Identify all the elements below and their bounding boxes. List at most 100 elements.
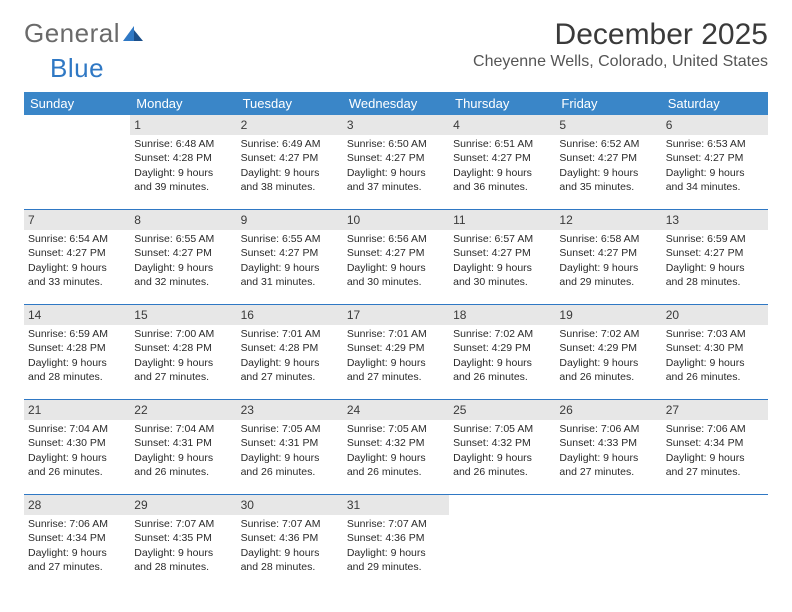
day-details: Sunrise: 6:50 AMSunset: 4:27 PMDaylight:…: [347, 137, 445, 194]
day-details: Sunrise: 7:00 AMSunset: 4:28 PMDaylight:…: [134, 327, 232, 384]
day-details: Sunrise: 6:56 AMSunset: 4:27 PMDaylight:…: [347, 232, 445, 289]
calendar-day-cell: 5Sunrise: 6:52 AMSunset: 4:27 PMDaylight…: [555, 115, 661, 210]
day-number: 18: [449, 305, 555, 325]
day-details: Sunrise: 6:55 AMSunset: 4:27 PMDaylight:…: [134, 232, 232, 289]
calendar-day-cell: 7Sunrise: 6:54 AMSunset: 4:27 PMDaylight…: [24, 210, 130, 305]
weekday-header: Tuesday: [237, 92, 343, 115]
day-number: 6: [662, 115, 768, 135]
day-details: Sunrise: 6:53 AMSunset: 4:27 PMDaylight:…: [666, 137, 764, 194]
logo: General: [24, 18, 146, 49]
day-details: Sunrise: 6:51 AMSunset: 4:27 PMDaylight:…: [453, 137, 551, 194]
day-number: 1: [130, 115, 236, 135]
calendar-day-cell: 11Sunrise: 6:57 AMSunset: 4:27 PMDayligh…: [449, 210, 555, 305]
day-number: 19: [555, 305, 661, 325]
calendar-week-row: 1Sunrise: 6:48 AMSunset: 4:28 PMDaylight…: [24, 115, 768, 210]
calendar-day-cell: 22Sunrise: 7:04 AMSunset: 4:31 PMDayligh…: [130, 400, 236, 495]
day-details: Sunrise: 7:05 AMSunset: 4:32 PMDaylight:…: [453, 422, 551, 479]
day-number: 21: [24, 400, 130, 420]
day-number: 27: [662, 400, 768, 420]
day-number: 13: [662, 210, 768, 230]
day-number: 26: [555, 400, 661, 420]
day-details: Sunrise: 7:06 AMSunset: 4:34 PMDaylight:…: [666, 422, 764, 479]
calendar-day-cell: 1Sunrise: 6:48 AMSunset: 4:28 PMDaylight…: [130, 115, 236, 210]
title-block: December 2025 Cheyenne Wells, Colorado, …: [473, 18, 768, 71]
day-number: 15: [130, 305, 236, 325]
calendar-day-cell: [449, 495, 555, 590]
logo-word-2: Blue: [50, 53, 104, 84]
day-number: 8: [130, 210, 236, 230]
day-number: 3: [343, 115, 449, 135]
day-number: 30: [237, 495, 343, 515]
day-details: Sunrise: 7:02 AMSunset: 4:29 PMDaylight:…: [559, 327, 657, 384]
calendar-week-row: 28Sunrise: 7:06 AMSunset: 4:34 PMDayligh…: [24, 495, 768, 590]
day-details: Sunrise: 7:05 AMSunset: 4:32 PMDaylight:…: [347, 422, 445, 479]
day-number: 17: [343, 305, 449, 325]
day-details: Sunrise: 6:55 AMSunset: 4:27 PMDaylight:…: [241, 232, 339, 289]
calendar-day-cell: 25Sunrise: 7:05 AMSunset: 4:32 PMDayligh…: [449, 400, 555, 495]
calendar-day-cell: [662, 495, 768, 590]
weekday-header: Saturday: [662, 92, 768, 115]
day-number: 10: [343, 210, 449, 230]
calendar-day-cell: 3Sunrise: 6:50 AMSunset: 4:27 PMDaylight…: [343, 115, 449, 210]
calendar-day-cell: 23Sunrise: 7:05 AMSunset: 4:31 PMDayligh…: [237, 400, 343, 495]
logo-mark-icon: [122, 24, 144, 44]
calendar-day-cell: 8Sunrise: 6:55 AMSunset: 4:27 PMDaylight…: [130, 210, 236, 305]
day-details: Sunrise: 6:52 AMSunset: 4:27 PMDaylight:…: [559, 137, 657, 194]
day-details: Sunrise: 7:06 AMSunset: 4:33 PMDaylight:…: [559, 422, 657, 479]
day-number: 12: [555, 210, 661, 230]
calendar-day-cell: 4Sunrise: 6:51 AMSunset: 4:27 PMDaylight…: [449, 115, 555, 210]
weekday-header: Sunday: [24, 92, 130, 115]
day-number: 7: [24, 210, 130, 230]
day-details: Sunrise: 7:01 AMSunset: 4:28 PMDaylight:…: [241, 327, 339, 384]
day-details: Sunrise: 6:57 AMSunset: 4:27 PMDaylight:…: [453, 232, 551, 289]
day-details: Sunrise: 7:07 AMSunset: 4:36 PMDaylight:…: [241, 517, 339, 574]
day-details: Sunrise: 7:07 AMSunset: 4:35 PMDaylight:…: [134, 517, 232, 574]
day-number: 5: [555, 115, 661, 135]
calendar-day-cell: 18Sunrise: 7:02 AMSunset: 4:29 PMDayligh…: [449, 305, 555, 400]
logo-word-1: General: [24, 18, 120, 49]
weekday-header: Monday: [130, 92, 236, 115]
day-details: Sunrise: 7:06 AMSunset: 4:34 PMDaylight:…: [28, 517, 126, 574]
calendar-day-cell: 17Sunrise: 7:01 AMSunset: 4:29 PMDayligh…: [343, 305, 449, 400]
weekday-header: Thursday: [449, 92, 555, 115]
calendar-day-cell: 6Sunrise: 6:53 AMSunset: 4:27 PMDaylight…: [662, 115, 768, 210]
calendar-day-cell: 26Sunrise: 7:06 AMSunset: 4:33 PMDayligh…: [555, 400, 661, 495]
calendar-day-cell: 14Sunrise: 6:59 AMSunset: 4:28 PMDayligh…: [24, 305, 130, 400]
day-details: Sunrise: 6:59 AMSunset: 4:27 PMDaylight:…: [666, 232, 764, 289]
calendar-day-cell: 2Sunrise: 6:49 AMSunset: 4:27 PMDaylight…: [237, 115, 343, 210]
day-number: 31: [343, 495, 449, 515]
day-number: 9: [237, 210, 343, 230]
day-details: Sunrise: 7:02 AMSunset: 4:29 PMDaylight:…: [453, 327, 551, 384]
day-details: Sunrise: 6:54 AMSunset: 4:27 PMDaylight:…: [28, 232, 126, 289]
day-number: 23: [237, 400, 343, 420]
calendar-day-cell: 29Sunrise: 7:07 AMSunset: 4:35 PMDayligh…: [130, 495, 236, 590]
calendar-day-cell: 20Sunrise: 7:03 AMSunset: 4:30 PMDayligh…: [662, 305, 768, 400]
calendar-day-cell: 19Sunrise: 7:02 AMSunset: 4:29 PMDayligh…: [555, 305, 661, 400]
day-number: 24: [343, 400, 449, 420]
day-number: 22: [130, 400, 236, 420]
calendar-week-row: 14Sunrise: 6:59 AMSunset: 4:28 PMDayligh…: [24, 305, 768, 400]
calendar-day-cell: 30Sunrise: 7:07 AMSunset: 4:36 PMDayligh…: [237, 495, 343, 590]
calendar-week-row: 7Sunrise: 6:54 AMSunset: 4:27 PMDaylight…: [24, 210, 768, 305]
location-subtitle: Cheyenne Wells, Colorado, United States: [473, 53, 768, 71]
day-details: Sunrise: 7:01 AMSunset: 4:29 PMDaylight:…: [347, 327, 445, 384]
day-number: 29: [130, 495, 236, 515]
calendar-day-cell: 24Sunrise: 7:05 AMSunset: 4:32 PMDayligh…: [343, 400, 449, 495]
day-number: 25: [449, 400, 555, 420]
day-details: Sunrise: 7:07 AMSunset: 4:36 PMDaylight:…: [347, 517, 445, 574]
day-details: Sunrise: 7:05 AMSunset: 4:31 PMDaylight:…: [241, 422, 339, 479]
calendar-day-cell: 10Sunrise: 6:56 AMSunset: 4:27 PMDayligh…: [343, 210, 449, 305]
calendar-table: Sunday Monday Tuesday Wednesday Thursday…: [24, 92, 768, 589]
calendar-day-cell: 27Sunrise: 7:06 AMSunset: 4:34 PMDayligh…: [662, 400, 768, 495]
day-details: Sunrise: 7:03 AMSunset: 4:30 PMDaylight:…: [666, 327, 764, 384]
calendar-day-cell: 28Sunrise: 7:06 AMSunset: 4:34 PMDayligh…: [24, 495, 130, 590]
calendar-day-cell: 21Sunrise: 7:04 AMSunset: 4:30 PMDayligh…: [24, 400, 130, 495]
page-title: December 2025: [473, 18, 768, 51]
day-details: Sunrise: 7:04 AMSunset: 4:30 PMDaylight:…: [28, 422, 126, 479]
calendar-day-cell: 15Sunrise: 7:00 AMSunset: 4:28 PMDayligh…: [130, 305, 236, 400]
day-details: Sunrise: 6:58 AMSunset: 4:27 PMDaylight:…: [559, 232, 657, 289]
calendar-day-cell: 9Sunrise: 6:55 AMSunset: 4:27 PMDaylight…: [237, 210, 343, 305]
weekday-header: Wednesday: [343, 92, 449, 115]
day-number: 4: [449, 115, 555, 135]
weekday-header: Friday: [555, 92, 661, 115]
